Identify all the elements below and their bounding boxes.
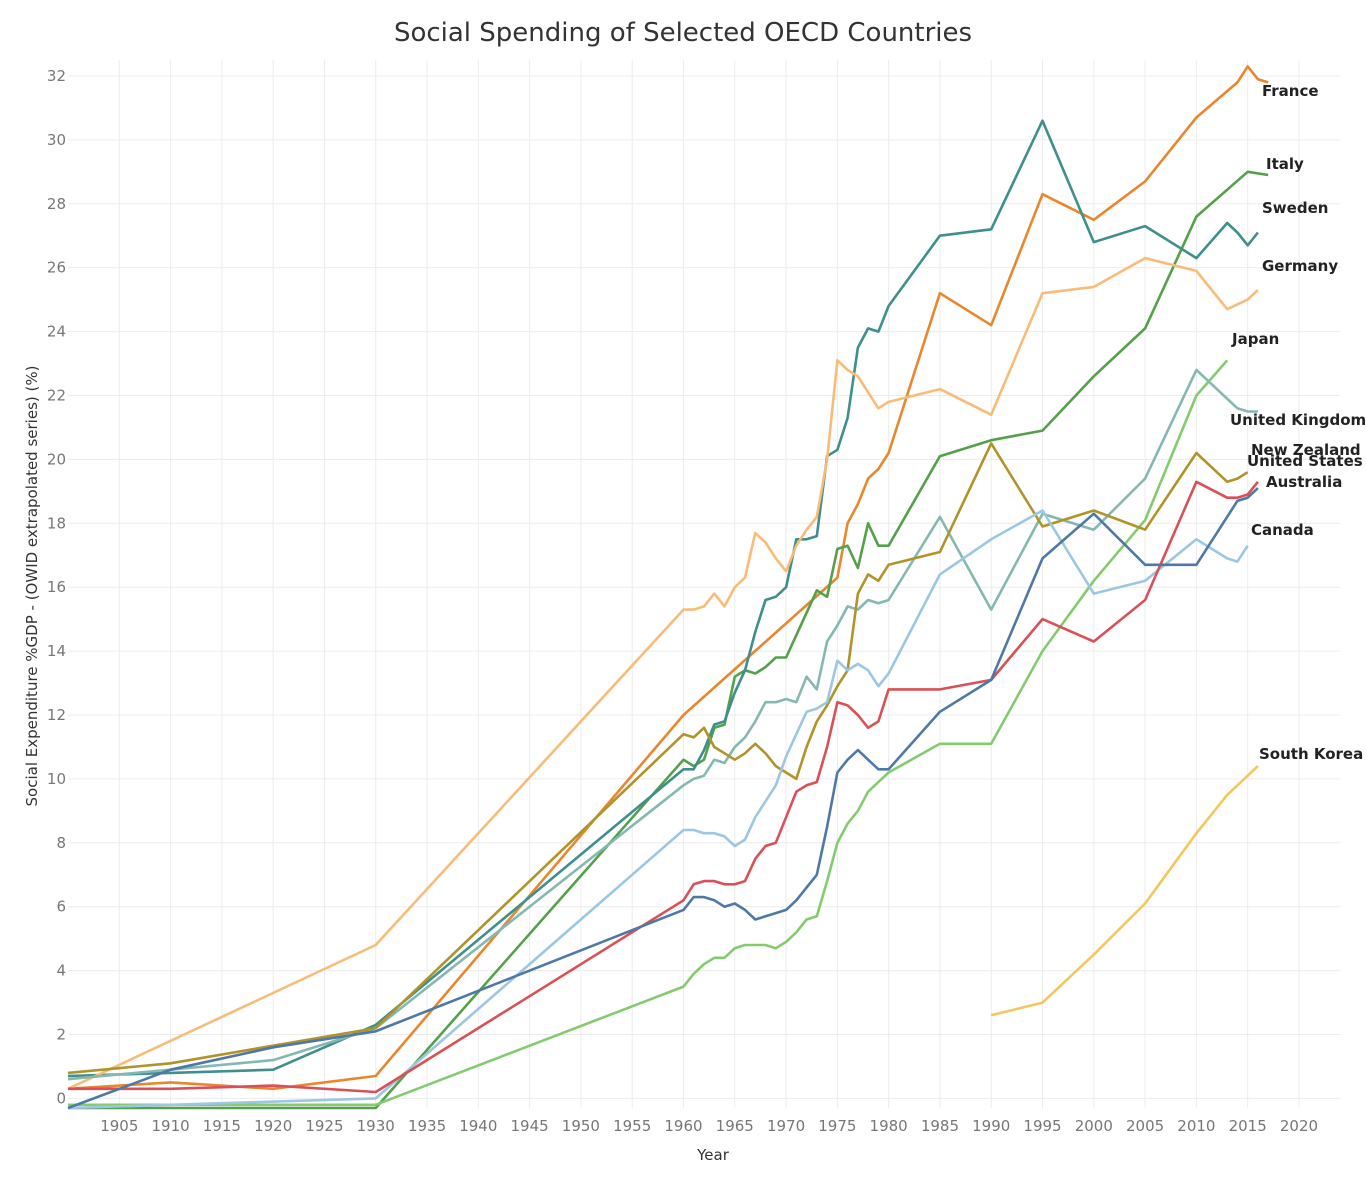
y-tick-label: 8 [56, 834, 66, 852]
x-tick-label: 1940 [459, 1117, 497, 1135]
x-tick-label: 1990 [972, 1117, 1010, 1135]
x-tick-label: 1995 [1023, 1117, 1061, 1135]
x-tick-label: 1960 [664, 1117, 702, 1135]
series-label-sweden: Sweden [1262, 199, 1328, 217]
y-tick-label: 24 [47, 323, 66, 341]
y-tick-label: 30 [47, 131, 66, 149]
series-line-united-states [67, 509, 1249, 1110]
x-tick-label: 1975 [818, 1117, 856, 1135]
series-lines [67, 65, 1269, 1110]
x-tick-label: 2005 [1126, 1117, 1164, 1135]
series-labels: France Italy Sweden Germany Japan United King… [1230, 82, 1366, 763]
x-tick-label: 2010 [1177, 1117, 1215, 1135]
x-tick-label: 1905 [100, 1117, 138, 1135]
y-tick-label: 16 [47, 578, 66, 596]
series-line-canada [67, 487, 1259, 1110]
series-label-united-kingdom: United Kingdom [1230, 411, 1366, 429]
series-label-italy: Italy [1266, 155, 1304, 173]
x-tick-label: 2000 [1075, 1117, 1113, 1135]
x-tick-label: 1910 [151, 1117, 189, 1135]
y-tick-label: 10 [47, 770, 66, 788]
series-label-south-korea: South Korea [1259, 745, 1363, 763]
y-tick-label: 2 [56, 1026, 66, 1044]
x-tick-label: 1925 [305, 1117, 343, 1135]
gridlines [68, 60, 1340, 1108]
series-label-france: France [1262, 82, 1319, 100]
y-tick-label: 20 [47, 450, 66, 468]
x-tick-label: 1980 [870, 1117, 908, 1135]
x-tick-label: 1950 [562, 1117, 600, 1135]
x-tick-label: 1915 [203, 1117, 241, 1135]
series-line-united-kingdom [67, 368, 1258, 1081]
series-line-sweden [67, 119, 1259, 1078]
series-line-germany [67, 256, 1259, 1090]
series-label-new-zealand: New Zealand [1251, 441, 1361, 459]
series-line-australia [68, 480, 1259, 1094]
y-tick-label: 0 [56, 1089, 66, 1107]
x-tick-label: 1945 [511, 1117, 549, 1135]
series-label-japan: Japan [1231, 330, 1279, 348]
series-line-france [67, 65, 1269, 1091]
x-tick-label: 2015 [1229, 1117, 1267, 1135]
chart-title: Social Spending of Selected OECD Countri… [393, 18, 973, 48]
y-tick-label: 18 [47, 514, 66, 532]
x-tick-label: 1920 [254, 1117, 292, 1135]
x-tick-label: 2020 [1280, 1117, 1318, 1135]
series-line-japan [68, 359, 1229, 1107]
x-tick-label: 1930 [357, 1117, 395, 1135]
y-tick-label: 26 [47, 259, 66, 277]
y-tick-label: 14 [47, 642, 66, 660]
x-axis-title: Year [696, 1146, 730, 1164]
series-line-new-zealand [67, 442, 1249, 1075]
x-tick-label: 1970 [767, 1117, 805, 1135]
y-tick-label: 28 [47, 195, 66, 213]
series-label-canada: Canada [1251, 521, 1314, 539]
y-tick-label: 22 [47, 386, 66, 404]
y-tick-label: 12 [47, 706, 66, 724]
series-label-australia: Australia [1266, 473, 1342, 491]
series-label-germany: Germany [1262, 257, 1338, 275]
series-line-south-korea [990, 765, 1259, 1017]
y-tick-label: 4 [56, 962, 66, 980]
x-tick-label: 1985 [921, 1117, 959, 1135]
series-label-united-states: United States [1247, 452, 1363, 470]
y-tick-label: 6 [56, 898, 66, 916]
y-axis-title: Social Expenditure %GDP - (OWID extrapol… [23, 366, 41, 807]
x-tick-label: 1965 [716, 1117, 754, 1135]
y-tick-label: 32 [47, 67, 66, 85]
x-axis-ticks: 1905 1910 1915 1920 1925 1930 1935 1940 1945 1950… [100, 1117, 1318, 1135]
x-tick-label: 1935 [408, 1117, 446, 1135]
x-tick-label: 1955 [613, 1117, 651, 1135]
